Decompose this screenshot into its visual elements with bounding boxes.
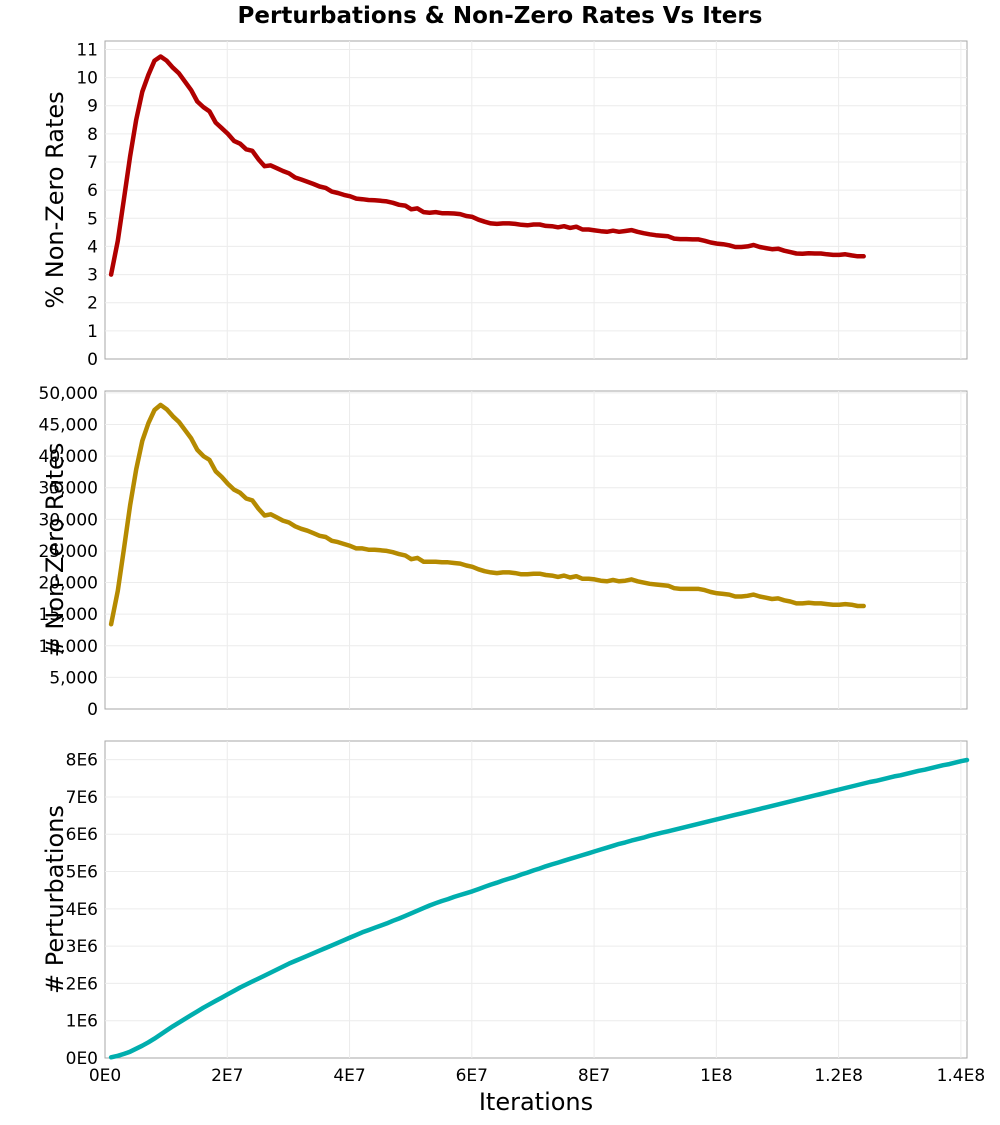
y-tick-label: 5 — [87, 209, 98, 229]
x-axis-ticks: 0E0 2E7 4E7 6E7 8E7 1E8 1.2E8 1.4E8 — [89, 1066, 985, 1086]
y-tick-label: 11 — [76, 40, 98, 60]
y-tick-label: 50,000 — [39, 384, 98, 404]
y-tick-label: 5,000 — [49, 668, 98, 688]
y-tick-label: 2E6 — [66, 974, 98, 994]
y-tick-label: 45,000 — [39, 416, 98, 436]
y-tick-label: 3 — [87, 266, 98, 286]
x-tick-label: 0E0 — [89, 1066, 121, 1086]
panel-count-nonzero: 0 5,000 10,000 15,000 20,000 25,000 30,000 35,0… — [39, 384, 968, 720]
y-tick-label: 6 — [87, 181, 98, 201]
y-tick-label: 10 — [76, 69, 98, 89]
series-line-count-nonzero — [108, 402, 866, 627]
y-tick-label: 9 — [87, 97, 98, 117]
x-tick-label: 1.2E8 — [814, 1066, 863, 1086]
y-tick-label: 20,000 — [39, 574, 98, 594]
plot-frame — [104, 40, 968, 360]
y-tick-label: 35,000 — [39, 479, 98, 499]
y-tick-label: 1 — [87, 322, 98, 342]
y-axis-label: # Non-Zero Rates — [41, 443, 69, 658]
x-tick-label: 4E7 — [333, 1066, 365, 1086]
y-tick-label: 5E6 — [66, 863, 98, 883]
y-tick-label: 3E6 — [66, 937, 98, 957]
y-tick-label: 1E6 — [66, 1012, 98, 1032]
y-axis-label: # Perturbations — [41, 805, 69, 994]
plot-frame — [104, 390, 968, 710]
y-tick-label: 7E6 — [66, 788, 98, 808]
y-tick-label: 10,000 — [39, 637, 98, 657]
x-tick-label: 8E7 — [578, 1066, 610, 1086]
x-tick-label: 2E7 — [211, 1066, 243, 1086]
y-tick-label: 7 — [87, 153, 98, 173]
chart-panels: 0 1 2 3 4 5 6 7 8 9 10 11 % Non-Zero Rates 0 5,000 10,0… — [39, 40, 986, 1086]
y-tick-label: 2 — [87, 294, 98, 314]
x-axis-label: Iterations — [479, 1088, 593, 1116]
y-tick-label: 30,000 — [39, 510, 98, 530]
y-tick-label: 0E0 — [66, 1049, 98, 1069]
y-axis-label: % Non-Zero Rates — [41, 91, 69, 308]
x-tick-label: 1.4E8 — [937, 1066, 986, 1086]
y-tick-label: 8E6 — [66, 751, 98, 771]
y-tick-label: 4E6 — [66, 900, 98, 920]
series-line-pct-nonzero — [108, 54, 866, 277]
y-tick-label: 6E6 — [66, 825, 98, 845]
panel-pct-nonzero: 0 1 2 3 4 5 6 7 8 9 10 11 % Non-Zero Rates — [41, 40, 968, 370]
chart-title: Perturbations & Non-Zero Rates Vs Iters — [238, 3, 763, 29]
x-tick-label: 6E7 — [456, 1066, 488, 1086]
y-tick-label: 4 — [87, 237, 98, 257]
y-tick-label: 8 — [87, 125, 98, 145]
y-tick-label: 40,000 — [39, 447, 98, 467]
series-line-perturbations — [108, 757, 970, 1060]
x-tick-label: 1E8 — [700, 1066, 732, 1086]
y-tick-label: 15,000 — [39, 605, 98, 625]
y-tick-label: 0 — [87, 350, 98, 370]
y-tick-label: 25,000 — [39, 542, 98, 562]
y-tick-label: 0 — [87, 700, 98, 720]
panel-perturbations: 0E0 1E6 2E6 3E6 4E6 5E6 6E6 7E6 8E6 # Perturbatio… — [41, 740, 970, 1069]
